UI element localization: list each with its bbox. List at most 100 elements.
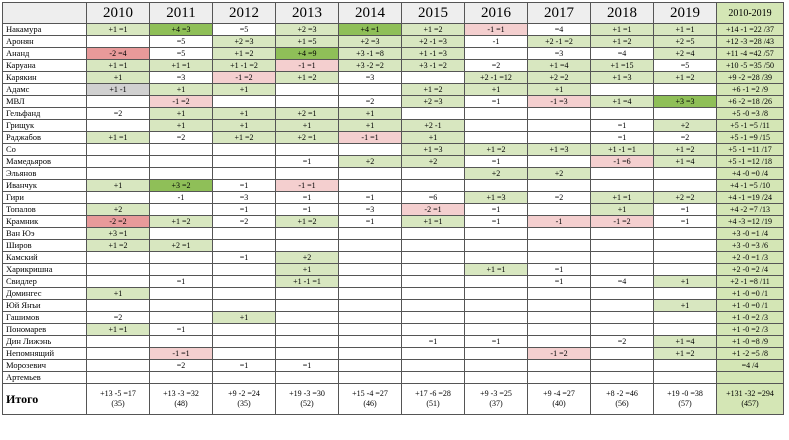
summary-cell: =4 /4 [716, 359, 784, 372]
total-score: +9 -3 =25 [480, 389, 512, 398]
player-name: МВЛ [2, 95, 87, 108]
result-cell [464, 47, 528, 60]
table-row: Ван Юэ +3 =1 +3 -0 =1 /4 [2, 227, 784, 240]
summary-cell: +14 -1 =22 /37 [716, 23, 784, 36]
result-cell: =3 [212, 191, 276, 204]
result-cell: -1 =1 [275, 179, 339, 192]
result-cell: +2 [338, 155, 402, 168]
player-name: Юй Янъи [2, 299, 87, 312]
result-cell: =5 [653, 59, 717, 72]
result-cell: =1 [338, 215, 402, 228]
result-cell: +1 -1 =2 [212, 59, 276, 72]
result-cell [464, 371, 528, 384]
result-cell: =2 [149, 131, 213, 144]
summary-cell: +5 -1 =5 /11 [716, 119, 784, 132]
result-cell: +1 =1 [86, 23, 150, 36]
result-cell: +1 [149, 107, 213, 120]
result-cell: +1 [275, 263, 339, 276]
result-cell [338, 239, 402, 252]
result-cell: -1 =2 [212, 71, 276, 84]
result-cell [527, 251, 591, 264]
result-cell [401, 311, 465, 324]
result-cell: +1 =1 [590, 191, 654, 204]
result-cell [653, 311, 717, 324]
result-cell [464, 107, 528, 120]
summary-cell: +1 -0 =0 /1 [716, 287, 784, 300]
result-cell [653, 107, 717, 120]
result-cell [590, 347, 654, 360]
result-cell: -1 =3 [527, 95, 591, 108]
summary-cell: +10 -5 =35 /50 [716, 59, 784, 72]
summary-cell: +4 -1 =5 /10 [716, 179, 784, 192]
result-cell: =2 [464, 59, 528, 72]
summary-cell: +3 -0 =1 /4 [716, 227, 784, 240]
result-cell: =1 [275, 359, 339, 372]
result-cell [527, 179, 591, 192]
player-name: Морозевич [2, 359, 87, 372]
table-row: Харикришна +1 +1 =1 =1 +2 -0 =2 /4 [2, 263, 784, 276]
result-cell [212, 263, 276, 276]
result-cell: -1 =1 [275, 59, 339, 72]
result-cell [86, 263, 150, 276]
result-cell [149, 299, 213, 312]
result-cell: =1 [338, 191, 402, 204]
result-cell [527, 335, 591, 348]
result-cell [212, 275, 276, 288]
player-name: Пономарев [2, 323, 87, 336]
result-cell [275, 287, 339, 300]
result-cell [275, 83, 339, 96]
player-name: Широв [2, 239, 87, 252]
result-cell: =5 [149, 47, 213, 60]
result-cell: +1 =5 [275, 35, 339, 48]
result-cell: +3 -1 =2 [401, 59, 465, 72]
result-cell: +1 =3 [401, 143, 465, 156]
result-cell [653, 227, 717, 240]
result-cell [86, 95, 150, 108]
result-cell: +1 =2 [149, 215, 213, 228]
result-cell: =4 [590, 47, 654, 60]
result-cell [401, 263, 465, 276]
result-cell: +1 [590, 203, 654, 216]
result-cell [212, 287, 276, 300]
summary-cell: +1 -2 =5 /8 [716, 347, 784, 360]
result-cell: =3 [338, 71, 402, 84]
player-name: Домингес [2, 287, 87, 300]
result-cell [590, 311, 654, 324]
result-cell [527, 203, 591, 216]
result-cell: +2 [401, 155, 465, 168]
result-cell [590, 251, 654, 264]
result-cell [464, 359, 528, 372]
table-row: Аронян =5 +2 =3 +1 =5 +2 =3 +2 -1 =3 -1 +2 -1 =… [2, 35, 784, 48]
table-row: Накамура +1 =1 +4 =3 =5 +2 =3 +4 =1 +1 =2 -1 =1… [2, 23, 784, 36]
result-cell [86, 335, 150, 348]
result-cell: +1 [275, 119, 339, 132]
result-cell [149, 263, 213, 276]
result-cell: =1 [401, 335, 465, 348]
result-cell: +1 [149, 83, 213, 96]
result-cell [338, 299, 402, 312]
total-summary-games: (457) [741, 399, 759, 408]
result-cell [527, 239, 591, 252]
result-cell [275, 143, 339, 156]
result-cell [464, 287, 528, 300]
result-cell [401, 107, 465, 120]
result-cell [275, 299, 339, 312]
result-cell: +2 -1 [401, 119, 465, 132]
result-cell [149, 287, 213, 300]
result-cell: +2 =3 [401, 95, 465, 108]
result-cell: =1 [212, 179, 276, 192]
result-cell [149, 251, 213, 264]
result-cell: =1 [590, 131, 654, 144]
result-cell [464, 179, 528, 192]
summary-cell: +4 -1 =19 /24 [716, 191, 784, 204]
result-cell: +2 =3 [338, 35, 402, 48]
result-cell: +2 =3 [275, 23, 339, 36]
player-name: Артемьев [2, 371, 87, 384]
result-cell: +2 =2 [653, 191, 717, 204]
result-cell [149, 311, 213, 324]
result-cell: +1 [212, 83, 276, 96]
result-cell: +1 [527, 83, 591, 96]
result-cell: +2 =1 [275, 107, 339, 120]
result-cell [401, 287, 465, 300]
result-cell [653, 323, 717, 336]
